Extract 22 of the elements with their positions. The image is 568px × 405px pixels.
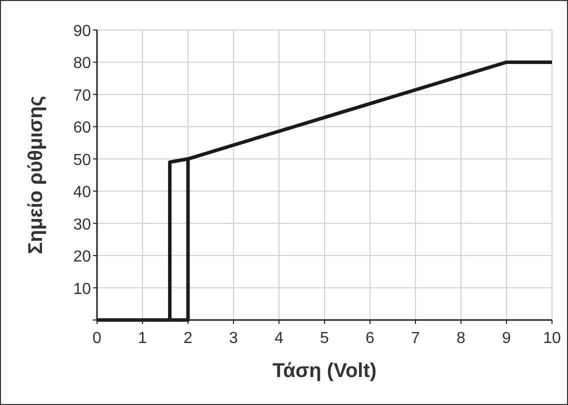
x-tick-label: 7	[411, 330, 420, 347]
y-axis-title: Σημείο ρύθμισης	[25, 96, 47, 254]
y-tick-label: 50	[73, 152, 92, 169]
x-tick-label: 1	[138, 330, 148, 347]
y-tick-label: 90	[73, 23, 92, 40]
y-tick-label: 80	[73, 55, 92, 72]
x-tick-label: 2	[184, 330, 193, 347]
y-tick-label: 10	[73, 280, 92, 298]
x-tick-label: 0	[92, 330, 102, 347]
y-tick-label: 70	[73, 87, 92, 104]
x-tick-label: 3	[229, 330, 238, 347]
y-tick-label: 60	[73, 120, 92, 137]
y-tick-label: 30	[73, 216, 92, 234]
y-tick-label: 40	[73, 184, 92, 202]
x-tick-label: 9	[502, 330, 512, 347]
x-tick-label: 4	[274, 330, 284, 347]
x-tick-label: 10	[543, 330, 561, 347]
x-tick-label: 8	[456, 330, 466, 347]
x-tick-label: 5	[320, 330, 330, 347]
x-tick-label: 6	[366, 330, 375, 347]
x-axis-title: Τάση (Volt)	[272, 360, 377, 382]
y-tick-label: 20	[73, 248, 92, 266]
